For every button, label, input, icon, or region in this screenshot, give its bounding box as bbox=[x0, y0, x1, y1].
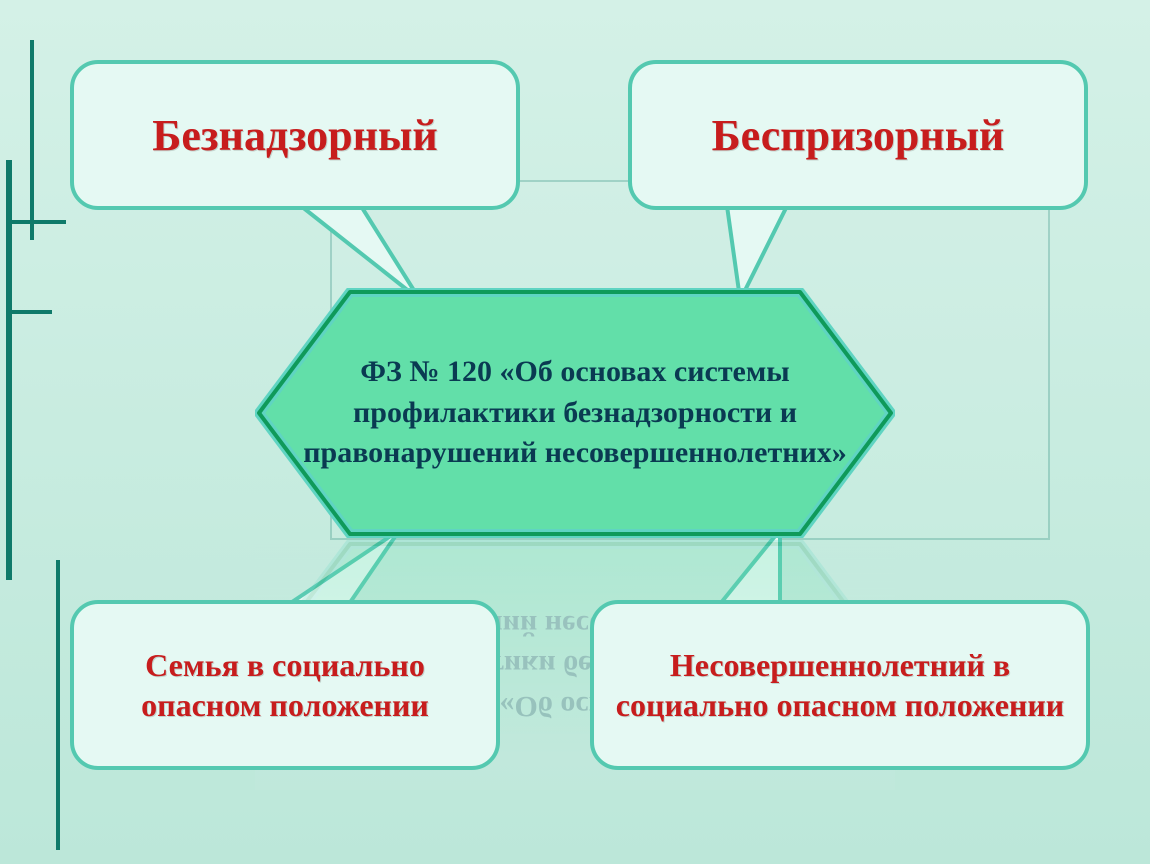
callout-top-right: Беспризорный bbox=[628, 60, 1088, 210]
callout-label: Несовершеннолетний в социально опасном п… bbox=[614, 645, 1066, 725]
callout-label: Семья в социально опасном положении bbox=[94, 645, 476, 725]
callout-label: Безнадзорный bbox=[152, 108, 437, 163]
center-hex-label: ФЗ № 120 «Об основах системы профилактик… bbox=[255, 352, 895, 474]
decorative-line bbox=[56, 560, 60, 850]
callout-bottom-right: Несовершеннолетний в социально опасном п… bbox=[590, 600, 1090, 770]
decorative-line bbox=[6, 310, 52, 314]
center-hex: ФЗ № 120 «Об основах системы профилактик… bbox=[255, 288, 895, 538]
callout-top-left: Безнадзорный bbox=[70, 60, 520, 210]
slide-canvas: ФЗ № 120 «Об основах системы профилактик… bbox=[0, 0, 1150, 864]
callout-label: Беспризорный bbox=[712, 108, 1005, 163]
decorative-line bbox=[6, 220, 66, 224]
callout-bottom-left: Семья в социально опасном положении bbox=[70, 600, 500, 770]
decorative-line bbox=[30, 40, 34, 240]
